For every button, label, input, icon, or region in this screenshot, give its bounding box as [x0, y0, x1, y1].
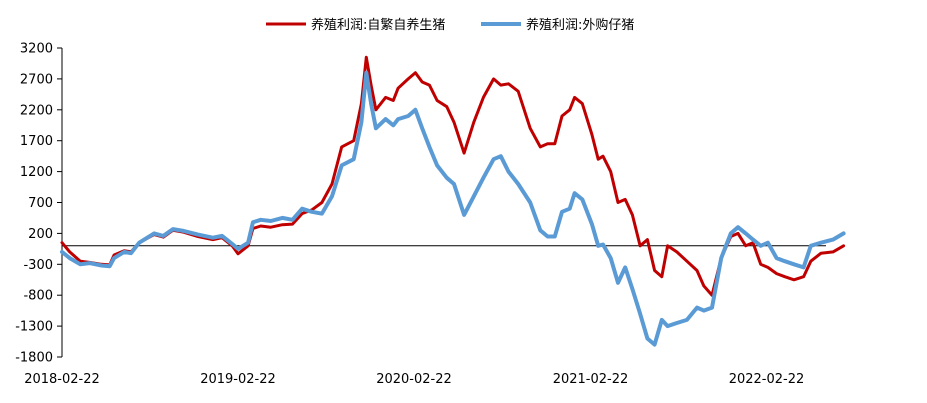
legend-label-1: 养殖利润:自繁自养生猪 — [311, 17, 445, 33]
y-tick-label: 1700 — [20, 134, 53, 149]
x-tick-label: 2021-02-22 — [553, 372, 629, 387]
x-tick-label: 2020-02-22 — [376, 372, 452, 387]
x-tick-label: 2019-02-22 — [200, 372, 276, 387]
legend-label-2: 养殖利润:外购仔猪 — [526, 17, 634, 33]
series-line-1 — [60, 55, 846, 297]
x-tick-label: 2022-02-22 — [729, 372, 805, 387]
y-tick-label: -1800 — [15, 351, 53, 366]
y-axis: 3200 2700 2200 1700 1200 700 200 -300 -800 -1300 -… — [15, 42, 826, 366]
y-tick-label: 2200 — [20, 103, 53, 118]
y-tick-label: -800 — [23, 289, 53, 304]
series-group — [60, 55, 846, 347]
y-tick-label: 2700 — [20, 72, 53, 87]
legend: 养殖利润:自繁自养生猪 养殖利润:外购仔猪 — [266, 17, 634, 33]
y-tick-label: 200 — [28, 227, 53, 242]
y-tick-label: 1200 — [20, 165, 53, 180]
y-tick-label: -300 — [23, 258, 53, 273]
y-tick-label: 700 — [28, 196, 53, 211]
x-tick-label: 2018-02-22 — [24, 372, 100, 387]
series-line-2 — [60, 70, 846, 347]
y-tick-label: 3200 — [20, 42, 53, 57]
x-axis: 2018-02-22 2019-02-22 2020-02-22 2021-02-22… — [24, 372, 804, 387]
y-tick-label: -1300 — [15, 320, 53, 335]
